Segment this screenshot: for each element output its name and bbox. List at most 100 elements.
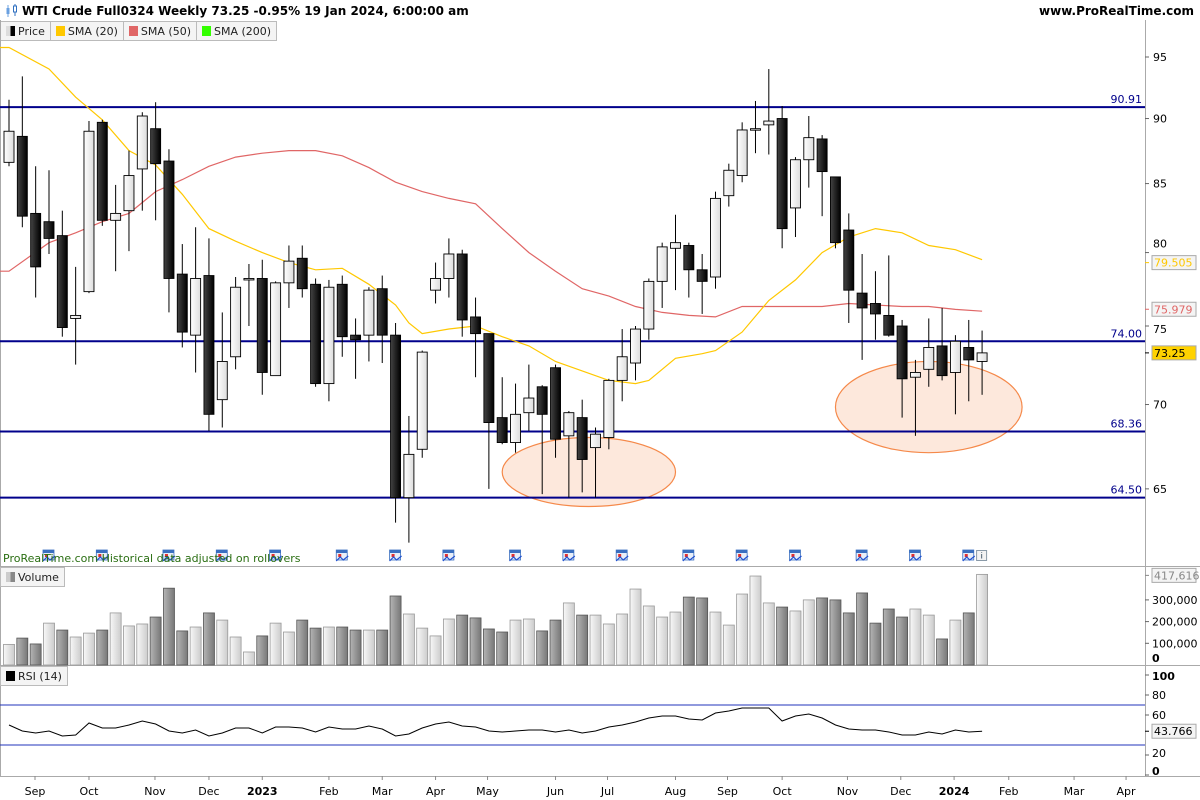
candle-body [896, 325, 908, 380]
candle-body [376, 288, 388, 336]
candle-body [456, 253, 468, 321]
candle-up [710, 191, 721, 289]
volume-bar [83, 632, 95, 666]
calendar-event-icon[interactable] [615, 549, 629, 562]
volume-bar [363, 629, 375, 666]
volume-bar [696, 597, 709, 666]
legend-sma50[interactable]: SMA (50) [124, 22, 197, 40]
candle-body [270, 282, 282, 377]
calendar-event-icon[interactable] [215, 549, 229, 562]
calendar-event-icon[interactable] [962, 549, 976, 562]
candle-up [323, 279, 335, 402]
candle-down [310, 278, 322, 387]
calendar-event-icon[interactable] [735, 549, 749, 562]
candle-up [630, 326, 641, 381]
volume-bar [936, 638, 948, 666]
calendar-event-icon[interactable] [42, 549, 56, 562]
legend-sma200[interactable]: SMA (200) [197, 22, 276, 40]
candle-body [949, 340, 961, 373]
volume-bar [389, 595, 402, 666]
candle-up [603, 378, 615, 450]
candle-body [510, 413, 521, 443]
calendar-event-icon[interactable] [562, 549, 576, 562]
volume-bar [976, 573, 988, 666]
candle-down [870, 271, 881, 340]
volume-bar [509, 619, 522, 666]
rsi-tick-label: 100 [1152, 670, 1175, 683]
rsi-value-tag: 43.766 [1154, 725, 1193, 738]
time-tick-label: Apr [426, 785, 446, 798]
candle-down [296, 245, 308, 298]
calendar-event-icon[interactable] [909, 549, 922, 562]
legend-price[interactable]: Price [1, 22, 51, 40]
candle-up [563, 411, 575, 498]
calendar-event-icon[interactable] [789, 549, 802, 562]
candle-body [883, 314, 895, 336]
calendar-event-icon[interactable] [95, 549, 109, 562]
candle-up [949, 335, 961, 415]
candle-down [830, 176, 841, 249]
candle-body [590, 433, 601, 449]
time-tick-label: Apr [1117, 785, 1137, 798]
volume-bar [336, 626, 349, 666]
calendar-event-icon[interactable] [269, 549, 282, 562]
candle-down [96, 119, 108, 226]
candle-down [16, 76, 28, 228]
candle-body [243, 278, 255, 281]
candle-down [456, 249, 468, 337]
price-tick-label: 90 [1153, 113, 1167, 126]
info-icon[interactable] [976, 550, 988, 561]
candle-body [350, 334, 362, 341]
candle-up [790, 157, 801, 238]
calendar-event-icon[interactable] [509, 549, 522, 562]
legend-rsi[interactable]: RSI (14) [1, 667, 67, 685]
volume-bar [656, 616, 669, 666]
volume-bar [962, 612, 975, 666]
volume-bar [816, 597, 829, 666]
candle-body [16, 135, 28, 217]
time-tick-label: Feb [319, 785, 338, 798]
candle-down [150, 102, 162, 221]
site-link[interactable]: www.ProRealTime.com [1039, 4, 1194, 18]
legend-rsi-label: RSI (14) [18, 669, 62, 683]
volume-bar [922, 614, 935, 666]
candle-body [696, 269, 708, 282]
candle-down [176, 244, 188, 348]
candle-body [656, 246, 668, 282]
calendar-event-icon[interactable] [335, 549, 349, 562]
candle-body [643, 280, 655, 330]
volume-bar [216, 619, 229, 666]
candle-down [163, 149, 175, 313]
candle-body [230, 286, 242, 358]
legend-volume[interactable]: Volume [1, 568, 64, 586]
calendar-event-icon[interactable] [682, 549, 696, 562]
candle-up [750, 100, 761, 154]
calendar-event-icon[interactable] [855, 549, 869, 562]
candle-body [670, 242, 681, 249]
candle-body [123, 175, 135, 212]
candle-up [283, 245, 295, 308]
candle-down [256, 259, 268, 395]
calendar-event-icon[interactable] [389, 549, 402, 562]
legend-sma200-label: SMA (200) [214, 24, 272, 38]
candle-down [336, 275, 348, 357]
candle-body [616, 356, 628, 381]
candle-body [336, 283, 348, 338]
candle-body [976, 352, 988, 362]
volume-bar [402, 613, 415, 666]
candle-body [43, 221, 55, 239]
calendar-event-icon[interactable] [162, 549, 176, 562]
candle-body [630, 328, 641, 364]
candle-body [296, 257, 308, 290]
sma20-value-tag: 79.505 [1154, 257, 1193, 270]
volume-bar [56, 629, 69, 666]
candle-down [683, 242, 695, 298]
legend-sma20[interactable]: SMA (20) [51, 22, 124, 40]
legend-volume-label: Volume [18, 570, 59, 584]
calendar-event-icon[interactable] [442, 549, 456, 562]
candle-up [803, 116, 815, 188]
candle-down [550, 364, 561, 458]
volume-bar [203, 612, 215, 666]
volume-bar [682, 596, 695, 666]
